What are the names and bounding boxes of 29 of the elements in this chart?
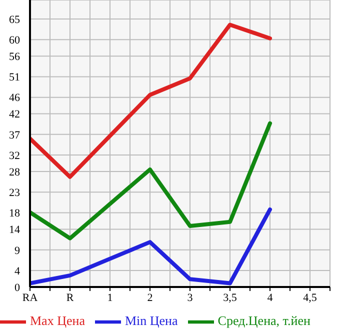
line-series: [30, 121, 272, 240]
y-tick-label: 60: [9, 34, 20, 46]
legend-label: Min Цена: [124, 312, 178, 328]
y-tick-label: 0: [14, 282, 20, 294]
y-tick-label: 46: [9, 92, 20, 104]
y-tick-label: 42: [9, 108, 20, 121]
y-tick-label: 28: [9, 166, 20, 178]
x-tick-label: 4,5: [303, 292, 318, 304]
x-tick-label: R: [66, 292, 74, 304]
x-tick-label: 4: [267, 292, 274, 304]
x-tick-label: 3: [187, 292, 194, 304]
y-tick-label: 18: [9, 208, 20, 220]
y-tick-label: 56: [9, 50, 20, 63]
y-tick-label: 9: [14, 244, 20, 257]
x-tick-label: 3,5: [223, 292, 238, 304]
x-tick-label: 2: [147, 292, 153, 304]
x-tick-label: RA: [22, 292, 38, 304]
y-tick-label: 4: [14, 265, 20, 278]
y-tick-label: 51: [9, 72, 20, 84]
y-tick-label: 23: [9, 187, 20, 200]
line-series: [30, 207, 272, 286]
y-tick-label: 32: [9, 150, 20, 162]
line-series: [30, 22, 272, 179]
legend-label: Сред.Цена, т.йен: [218, 312, 310, 328]
legend-label: Max Цена: [30, 312, 85, 328]
y-tick-label: 65: [9, 14, 20, 26]
x-tick-label: 1: [107, 292, 113, 304]
y-tick-label: 14: [9, 224, 20, 236]
y-tick-label: 37: [9, 129, 20, 142]
